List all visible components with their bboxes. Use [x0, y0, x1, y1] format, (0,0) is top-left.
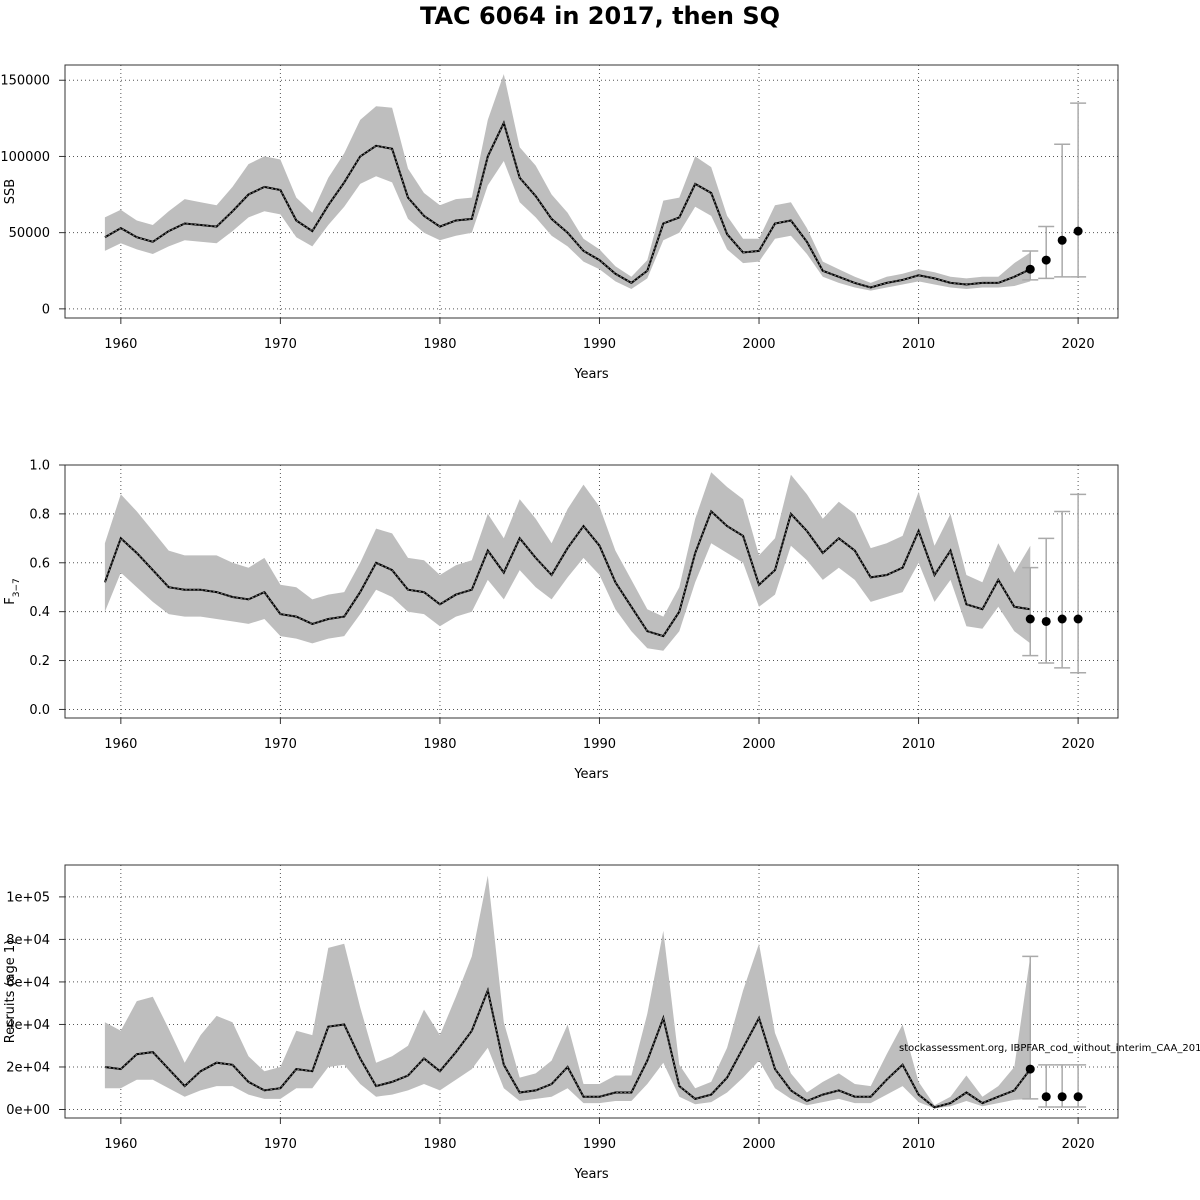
estimate-line-dotted: [104, 988, 1031, 1108]
forecast-point: [1041, 616, 1051, 626]
y-tick-label: 4e+04: [6, 1018, 50, 1033]
y-tick-label: 0.4: [29, 605, 50, 620]
plot-frame: [64, 464, 1119, 719]
x-axis-label: Years: [573, 1167, 609, 1182]
y-tick-label: 6e+04: [6, 975, 50, 990]
forecast-point: [1041, 1092, 1051, 1102]
y-tick-label: 50000: [9, 226, 50, 241]
y-tick-label: 0e+00: [6, 1103, 50, 1118]
forecast-point: [1025, 1064, 1035, 1074]
x-tick-label: 2010: [902, 1137, 935, 1152]
x-tick-label: 1960: [104, 1137, 137, 1152]
x-tick-label: 1970: [264, 337, 297, 352]
x-tick-label: 2010: [902, 737, 935, 752]
y-tick-label: 1e+05: [6, 890, 50, 905]
plot-frame: [64, 64, 1119, 319]
y-tick-label: 0: [42, 302, 50, 317]
y-tick-label: 0.8: [29, 507, 50, 522]
x-tick-label: 1990: [583, 737, 616, 752]
y-axis-label: Recruits (age 1): [3, 940, 18, 1044]
forecast-point: [1025, 614, 1035, 624]
x-axis-label: Years: [573, 367, 609, 382]
plot-frame: [64, 864, 1119, 1119]
x-tick-label: 1960: [104, 737, 137, 752]
x-tick-label: 2000: [742, 337, 775, 352]
confidence-band: [104, 875, 1031, 1109]
x-tick-label: 2000: [742, 1137, 775, 1152]
x-tick-label: 2020: [1062, 737, 1095, 752]
x-tick-label: 1980: [423, 1137, 456, 1152]
forecast-point: [1057, 1092, 1067, 1102]
y-tick-label: 0.6: [29, 556, 50, 571]
x-tick-label: 2000: [742, 737, 775, 752]
chart-title: TAC 6064 in 2017, then SQ: [420, 2, 780, 30]
y-axis-label-subscript: 3−7: [12, 578, 22, 597]
estimate-line-dotted: [104, 121, 1031, 289]
confidence-band: [104, 74, 1031, 291]
y-tick-label: 0.2: [29, 654, 50, 669]
x-tick-label: 1970: [264, 1137, 297, 1152]
x-axis-label: Years: [573, 767, 609, 782]
x-tick-label: 1990: [583, 1137, 616, 1152]
forecast-point: [1073, 614, 1083, 624]
estimate-line-dotted: [104, 510, 1031, 637]
y-axis-label: F3−7: [3, 578, 22, 604]
confidence-band: [104, 472, 1031, 651]
forecast-point: [1057, 614, 1067, 624]
y-axis-label: SSB: [3, 179, 18, 204]
forecast-point: [1073, 226, 1083, 236]
panel-fbar: 1960 1970 1980 1990 2000 2010 2020 0.0 0.2 0.4 0.6…: [3, 459, 1119, 782]
x-tick-label: 1990: [583, 337, 616, 352]
forecast-point: [1057, 235, 1067, 245]
forecast-point: [1073, 1092, 1083, 1102]
forecast-point: [1041, 255, 1051, 265]
x-tick-label: 1980: [423, 737, 456, 752]
y-tick-label: 150000: [0, 74, 50, 89]
x-tick-label: 2020: [1062, 337, 1095, 352]
panel-ssb: 1960 1970 1980 1990 2000 2010 2020 0 50000 100000…: [0, 64, 1119, 382]
y-tick-label: 100000: [0, 150, 50, 165]
y-tick-label: 2e+04: [6, 1060, 50, 1075]
credit-text: stockassessment.org, IBPFAR_cod_without_…: [899, 1043, 1200, 1054]
y-tick-label: 8e+04: [6, 933, 50, 948]
forecast-point: [1025, 264, 1035, 274]
x-tick-label: 2020: [1062, 1137, 1095, 1152]
x-tick-label: 1960: [104, 337, 137, 352]
x-tick-label: 1970: [264, 737, 297, 752]
x-tick-label: 2010: [902, 337, 935, 352]
panel-recruits: 1960 1970 1980 1990 2000 2010 2020 0e+00 2e+04 4e…: [3, 864, 1119, 1182]
y-tick-label: 1.0: [29, 459, 50, 474]
y-tick-label: 0.0: [29, 703, 50, 718]
x-tick-label: 1980: [423, 337, 456, 352]
